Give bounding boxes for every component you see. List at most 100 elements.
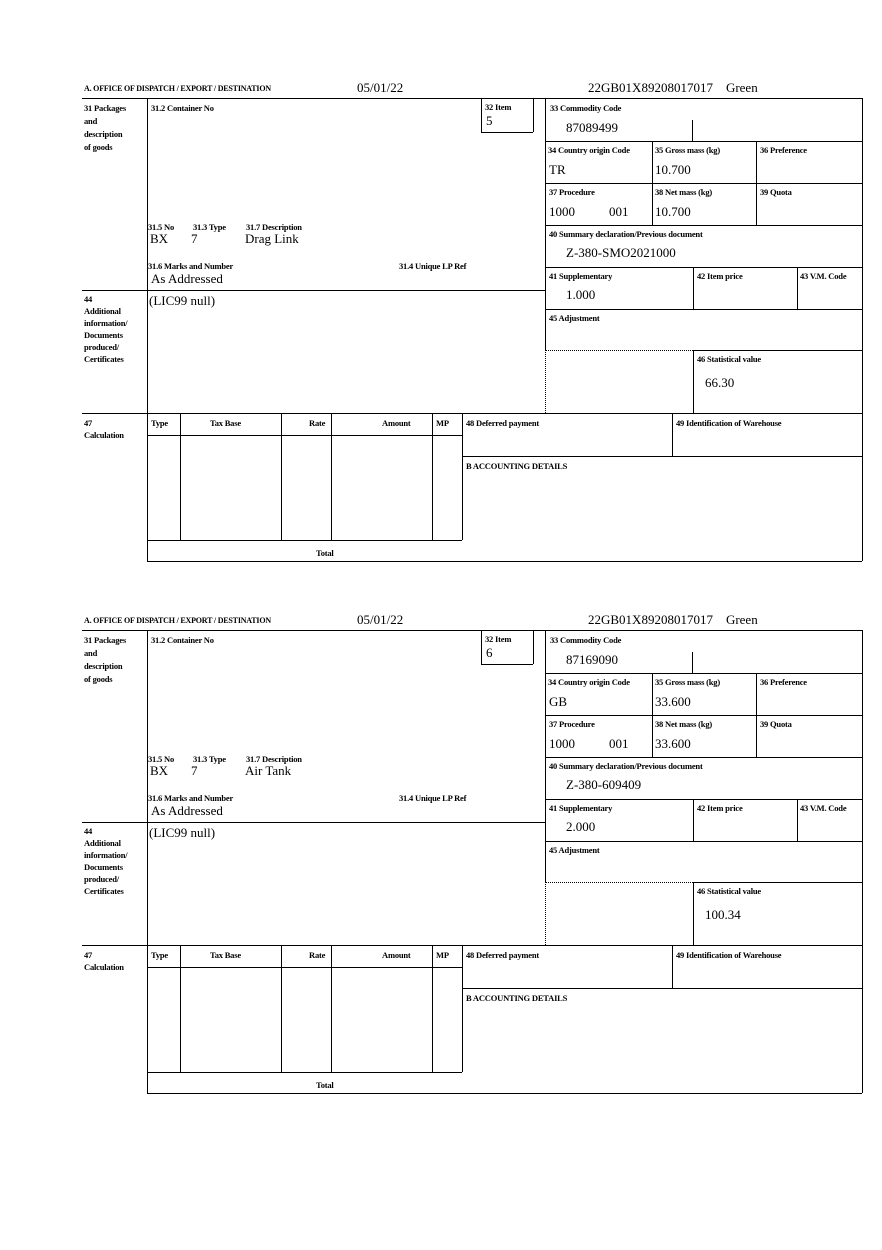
item-number: 5 (486, 113, 493, 128)
divider (672, 413, 673, 456)
label-42: 42 Item price (697, 803, 743, 813)
label-34: 34 Country origin Code (548, 677, 630, 687)
divider (545, 673, 862, 674)
calc-col-type: Type (151, 950, 168, 960)
office-label: A. OFFICE OF DISPATCH / EXPORT / DESTINA… (84, 616, 271, 625)
calc-col-tax-base: Tax Base (210, 950, 241, 960)
divider (331, 413, 332, 540)
divider (545, 841, 862, 842)
label-31-5: 31.5 No (148, 754, 174, 764)
divider (862, 98, 863, 561)
divider (545, 309, 862, 310)
divider (82, 945, 862, 946)
calc-col-amount: Amount (382, 950, 411, 960)
label-31-4: 31.4 Unique LP Ref (399, 261, 467, 271)
label-accounting: B ACCOUNTING DETAILS (466, 993, 568, 1003)
procedure-code: 1000 (549, 736, 575, 751)
label-item: 32 Item (485, 634, 512, 644)
label-31-5: 31.5 No (148, 222, 174, 232)
label-31: description (84, 129, 123, 139)
supplementary-units: 2.000 (566, 819, 596, 834)
label-31-3: 31.3 Type (193, 222, 226, 232)
divider (693, 799, 694, 841)
label-40: 40 Summary declaration/Previous document (549, 761, 703, 771)
divider (82, 630, 862, 631)
statistical-value: 100.34 (705, 907, 741, 922)
label-36: 36 Preference (760, 145, 807, 155)
divider (693, 882, 694, 945)
label-39: 39 Quota (760, 719, 792, 729)
label-container-no: 31.2 Container No (151, 103, 214, 113)
package-count: 7 (191, 231, 198, 246)
label-41: 41 Supplementary (549, 803, 613, 813)
procedure-code: 1000 (549, 204, 575, 219)
divider (82, 413, 862, 414)
divider (147, 435, 462, 436)
divider (545, 350, 693, 351)
calc-col-tax-base: Tax Base (210, 418, 241, 428)
date: 05/01/22 (357, 80, 404, 95)
label-44: Documents (84, 862, 123, 872)
label-33: 33 Commodity Code (550, 103, 622, 113)
label-31: description (84, 661, 123, 671)
label-41: 41 Supplementary (549, 271, 613, 281)
calc-total: Total (316, 1080, 334, 1090)
declaration-reference: 22GB01X89208017017 Green (588, 612, 758, 627)
procedure-additional: 001 (609, 204, 629, 219)
label-44: 44 (84, 826, 93, 836)
label-46: 46 Statistical value (697, 886, 761, 896)
calc-col-amount: Amount (382, 418, 411, 428)
marks-and-number: As Addressed (151, 803, 223, 818)
label-47: 47 (84, 418, 93, 428)
divider (147, 98, 148, 561)
label-40: 40 Summary declaration/Previous document (549, 229, 703, 239)
label-31: 31 Packages (84, 103, 126, 113)
divider (147, 1072, 462, 1073)
divider (545, 267, 862, 268)
item-block: A. OFFICE OF DISPATCH / EXPORT / DESTINA… (0, 612, 882, 1114)
divider (692, 652, 693, 673)
calc-col-mp: MP (436, 950, 449, 960)
label-49: 49 Identification of Warehouse (676, 950, 782, 960)
item-number: 6 (486, 645, 493, 660)
divider (147, 630, 148, 1093)
divider (693, 350, 862, 351)
divider (462, 988, 862, 989)
divider (147, 1093, 862, 1094)
label-39: 39 Quota (760, 187, 792, 197)
label-31: of goods (84, 674, 113, 684)
previous-document: Z-380-609409 (566, 777, 642, 792)
divider (432, 413, 433, 540)
divider (281, 413, 282, 540)
divider (82, 290, 545, 291)
statistical-value: 66.30 (705, 375, 735, 390)
calc-col-rate: Rate (309, 950, 326, 960)
divider (797, 799, 798, 841)
label-43: 43 V.M. Code (800, 803, 847, 813)
package-kind: BX (150, 231, 169, 246)
gross-mass: 33.600 (655, 694, 691, 709)
label-43: 43 V.M. Code (800, 271, 847, 281)
calc-total: Total (316, 548, 334, 558)
commodity-code: 87169090 (566, 652, 618, 667)
supplementary-units: 1.000 (566, 287, 596, 302)
label-44: Additional (84, 306, 121, 316)
label-44: Additional (84, 838, 121, 848)
goods-description: Drag Link (245, 231, 299, 246)
label-34: 34 Country origin Code (548, 145, 630, 155)
item-block: A. OFFICE OF DISPATCH / EXPORT / DESTINA… (0, 80, 882, 582)
divider (82, 822, 545, 823)
divider (147, 967, 462, 968)
divider (545, 183, 862, 184)
package-count: 7 (191, 763, 198, 778)
net-mass: 10.700 (655, 204, 691, 219)
divider (545, 757, 862, 758)
label-31-3: 31.3 Type (193, 754, 226, 764)
label-38: 38 Net mass (kg) (655, 187, 713, 197)
label-44: Certificates (84, 354, 124, 364)
label-31: and (84, 116, 98, 126)
calc-col-mp: MP (436, 418, 449, 428)
divider (545, 350, 546, 413)
label-31-6: 31.6 Marks and Number (148, 793, 234, 803)
